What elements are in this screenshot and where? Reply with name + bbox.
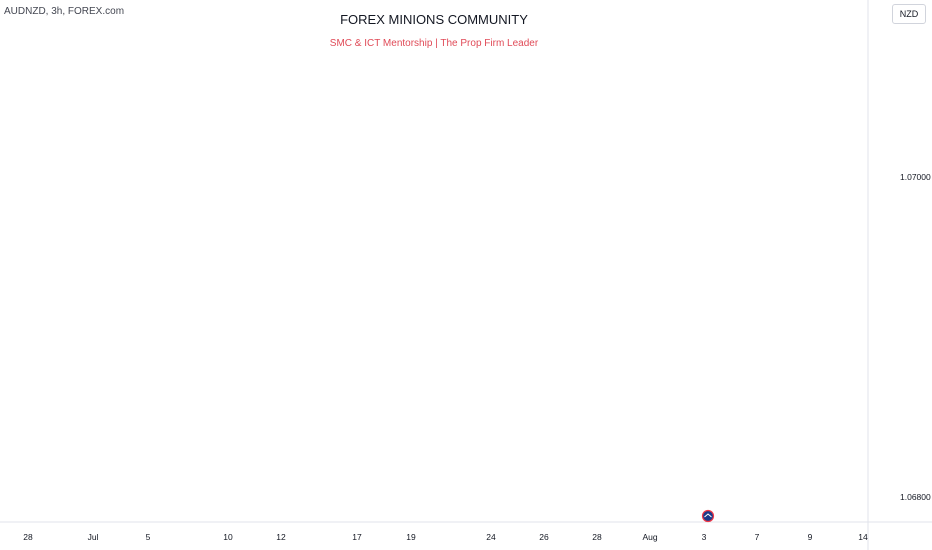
- x-tick-label: 28: [592, 532, 602, 542]
- x-tick-label: 12: [276, 532, 286, 542]
- x-tick-label: 3: [702, 532, 707, 542]
- x-tick-label: 5: [146, 532, 151, 542]
- x-tick-label: 26: [539, 532, 549, 542]
- chart-subtitle: SMC & ICT Mentorship | The Prop Firm Lea…: [329, 38, 539, 49]
- x-tick-label: 24: [486, 532, 496, 542]
- chart-title: FOREX MINIONS COMMUNITY: [340, 12, 528, 27]
- y-tick-label: 1.07000: [900, 172, 931, 182]
- x-tick-label: 17: [352, 532, 362, 542]
- symbol-info: AUDNZD, 3h, FOREX.com: [4, 6, 125, 17]
- x-tick-label: 9: [808, 532, 813, 542]
- x-tick-label: 19: [406, 532, 416, 542]
- x-tick-label: Jul: [88, 532, 99, 542]
- y-tick-label: 1.06800: [900, 492, 931, 502]
- x-tick-label: 28: [23, 532, 33, 542]
- x-tick-label: Aug: [642, 532, 657, 542]
- x-tick-label: 14: [858, 532, 868, 542]
- currency-button[interactable]: NZD: [892, 4, 926, 24]
- economic-event-icon-glyph: [704, 513, 712, 518]
- x-tick-label: 10: [223, 532, 233, 542]
- x-tick-label: 7: [755, 532, 760, 542]
- economic-event-icon[interactable]: [701, 509, 715, 523]
